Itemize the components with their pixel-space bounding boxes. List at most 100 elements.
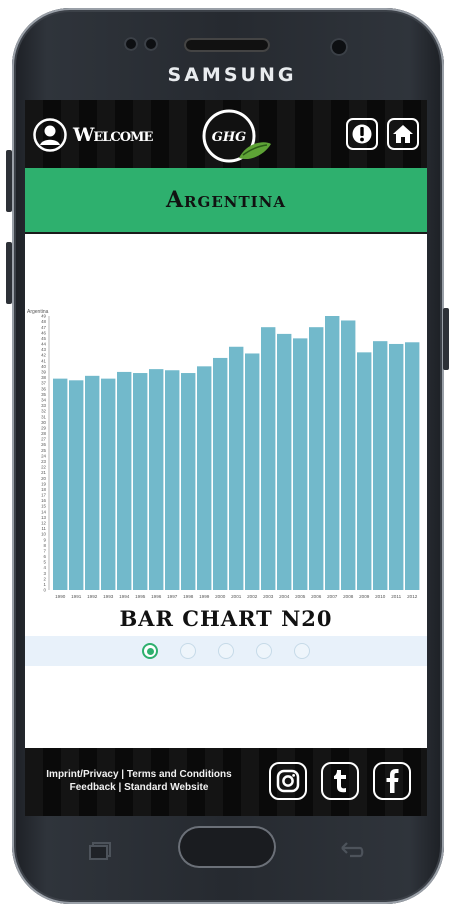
y-tick-label: 21 — [41, 470, 46, 475]
bar — [405, 342, 420, 590]
home-button[interactable] — [387, 118, 419, 150]
tumblr-button[interactable] — [321, 762, 359, 800]
x-tick-label: 2005 — [295, 594, 306, 599]
bar — [245, 353, 260, 590]
volume-button — [6, 150, 12, 212]
y-tick-label: 23 — [41, 459, 46, 464]
country-title-bar: Argentina — [25, 168, 427, 234]
y-tick-label: 44 — [41, 342, 46, 347]
y-tick-label: 6 — [44, 554, 47, 559]
y-tick-label: 25 — [41, 448, 46, 453]
x-tick-label: 2011 — [391, 594, 401, 599]
x-tick-label: 2006 — [311, 594, 322, 599]
x-tick-label: 2003 — [263, 594, 274, 599]
bar — [69, 380, 84, 590]
facebook-button[interactable] — [373, 762, 411, 800]
app-screen: Welcome GHG Argentina Argentin — [25, 100, 427, 816]
user-icon — [33, 118, 67, 152]
y-tick-label: 11 — [41, 526, 46, 531]
x-tick-label: 1993 — [103, 594, 114, 599]
bar — [197, 366, 212, 590]
back-icon[interactable] — [338, 840, 366, 865]
earpiece-speaker — [184, 38, 270, 52]
bar — [85, 375, 100, 590]
physical-home-button[interactable] — [178, 826, 276, 868]
carousel-dot[interactable] — [180, 643, 196, 659]
x-tick-label: 2012 — [407, 594, 418, 599]
welcome-button[interactable]: Welcome — [33, 118, 153, 152]
y-tick-label: 28 — [41, 431, 46, 436]
x-tick-label: 2002 — [247, 594, 258, 599]
top-bar: Welcome GHG — [25, 100, 427, 168]
light-sensor — [144, 37, 158, 51]
bar-chart-svg: Argentina0123456789101112131415161718192… — [27, 309, 420, 599]
y-tick-label: 47 — [41, 325, 46, 330]
x-tick-label: 2008 — [343, 594, 354, 599]
x-tick-label: 2004 — [279, 594, 290, 599]
bar — [133, 373, 148, 590]
x-tick-label: 1990 — [55, 594, 66, 599]
ghg-logo[interactable]: GHG — [191, 106, 273, 166]
bar — [373, 341, 388, 590]
chart-title: Argentina — [27, 309, 49, 315]
y-tick-label: 8 — [44, 543, 47, 548]
y-tick-label: 38 — [41, 375, 46, 380]
home-icon — [393, 125, 413, 143]
x-tick-label: 1995 — [135, 594, 146, 599]
y-tick-label: 32 — [41, 409, 46, 414]
y-tick-label: 36 — [41, 386, 46, 391]
y-tick-label: 0 — [44, 588, 47, 593]
recent-apps-icon[interactable] — [88, 840, 114, 865]
footer-links-line1[interactable]: Imprint/Privacy | Terms and Conditions — [46, 769, 232, 780]
y-tick-label: 39 — [41, 370, 46, 375]
carousel-dot[interactable] — [294, 643, 310, 659]
bar — [165, 370, 180, 590]
y-tick-label: 15 — [41, 504, 46, 509]
bar-chart: Argentina 0 1 2 3 4 5 6 7 8 9 10 11 12 13 14 15 16 17 18 19 2… — [25, 300, 427, 610]
y-tick-label: 45 — [41, 336, 46, 341]
y-tick-label: 26 — [41, 442, 46, 447]
instagram-button[interactable] — [269, 762, 307, 800]
y-tick-label: 3 — [44, 571, 47, 576]
y-tick-label: 43 — [41, 347, 46, 352]
x-tick-label: 1992 — [87, 594, 98, 599]
footer: Imprint/Privacy | Terms and Conditions F… — [25, 748, 427, 816]
tumblr-icon — [334, 770, 346, 793]
carousel-dot[interactable] — [256, 643, 272, 659]
y-tick-label: 19 — [41, 481, 46, 486]
y-tick-label: 41 — [41, 358, 46, 363]
bar — [341, 320, 356, 590]
bar — [117, 371, 132, 590]
welcome-label: Welcome — [73, 124, 153, 146]
x-tick-label: 1999 — [199, 594, 210, 599]
bixby-button — [6, 242, 12, 304]
x-tick-label: 2007 — [327, 594, 338, 599]
y-tick-label: 10 — [41, 532, 46, 537]
alert-button[interactable] — [346, 118, 378, 150]
carousel-indicator — [25, 636, 427, 666]
y-tick-label: 24 — [41, 453, 46, 458]
bar — [213, 357, 228, 590]
y-tick-label: 35 — [41, 392, 46, 397]
logo-text: GHG — [212, 130, 247, 145]
y-tick-label: 7 — [44, 548, 47, 553]
footer-links-line2[interactable]: Feedback | Standard Website — [69, 782, 209, 793]
y-tick-label: 9 — [44, 537, 47, 542]
y-tick-label: 20 — [41, 476, 46, 481]
y-tick-label: 12 — [41, 520, 46, 525]
x-tick-label: 1996 — [151, 594, 162, 599]
footer-links: Imprint/Privacy | Terms and Conditions F… — [29, 768, 249, 794]
facebook-icon — [386, 769, 399, 793]
y-tick-label: 4 — [44, 565, 47, 570]
y-tick-label: 46 — [41, 330, 46, 335]
bar — [293, 338, 308, 590]
carousel-dot[interactable] — [218, 643, 234, 659]
y-tick-label: 13 — [41, 515, 46, 520]
front-camera — [330, 38, 348, 56]
carousel-dot[interactable] — [142, 643, 158, 659]
alert-icon — [352, 124, 372, 144]
y-tick-label: 30 — [41, 420, 46, 425]
chart-caption: BAR CHART N20 — [119, 606, 333, 631]
y-tick-label: 14 — [41, 509, 46, 514]
bar — [357, 352, 372, 590]
